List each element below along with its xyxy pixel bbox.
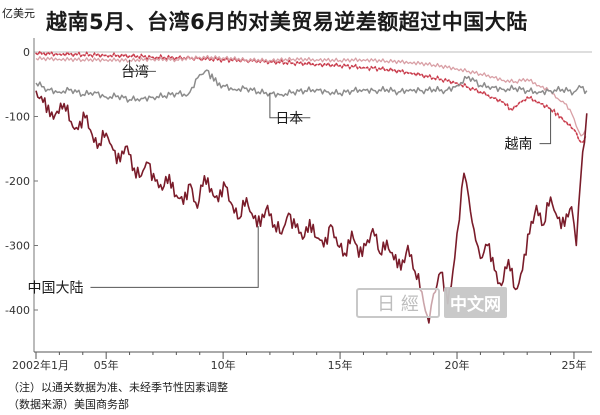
y-tick-label: -100	[5, 111, 30, 124]
annotation-leader-taiwan	[129, 59, 156, 72]
series-layer	[35, 49, 588, 324]
watermark-logo-icon: 日 經	[356, 287, 440, 318]
watermark: 日 經 中文网	[356, 287, 507, 318]
x-tick-label: 2002年1月	[12, 358, 69, 372]
y-tick-label: -300	[5, 240, 30, 253]
x-tick-label: 20年	[445, 358, 470, 372]
source-note: （数据来源）美国商务部	[8, 398, 129, 411]
annotation-label-japan: 日本	[275, 111, 303, 127]
y-axis-unit-label: 亿美元	[2, 7, 35, 20]
annotation-label-vietnam: 越南	[505, 137, 533, 153]
series-dots-vietnam	[35, 49, 587, 144]
x-tick-label: 25年	[561, 358, 586, 372]
chart-title: 越南5月、台湾6月的对美贸易逆差额超过中国大陆	[46, 10, 528, 34]
x-tick-label: 05年	[94, 358, 119, 372]
series-line-taiwan	[35, 54, 587, 137]
annotation-leader-japan	[269, 93, 311, 119]
series-line-japan	[35, 69, 588, 103]
y-tick-label: 0	[23, 46, 30, 59]
y-tick-label: -400	[5, 304, 30, 317]
annotation-leader-vietnam	[539, 108, 552, 145]
x-tick-label: 15年	[328, 358, 353, 372]
x-tick-label: 10年	[211, 358, 236, 372]
y-axis: 0 -100 -200 -300 -400	[5, 38, 592, 352]
x-axis: 2002年1月 05年 10年 15年 20年 25年	[12, 351, 592, 372]
annotation-label-taiwan: 台湾	[121, 63, 149, 80]
annotation-leader-china	[90, 226, 259, 288]
footnote: （注）以通关数据为准、未经季节性因素调整	[8, 381, 228, 394]
series-line-china	[35, 90, 588, 324]
annotation-label-china: 中国大陆	[27, 280, 83, 296]
watermark-text: 中文网	[444, 287, 507, 318]
y-tick-label: -200	[5, 175, 30, 188]
